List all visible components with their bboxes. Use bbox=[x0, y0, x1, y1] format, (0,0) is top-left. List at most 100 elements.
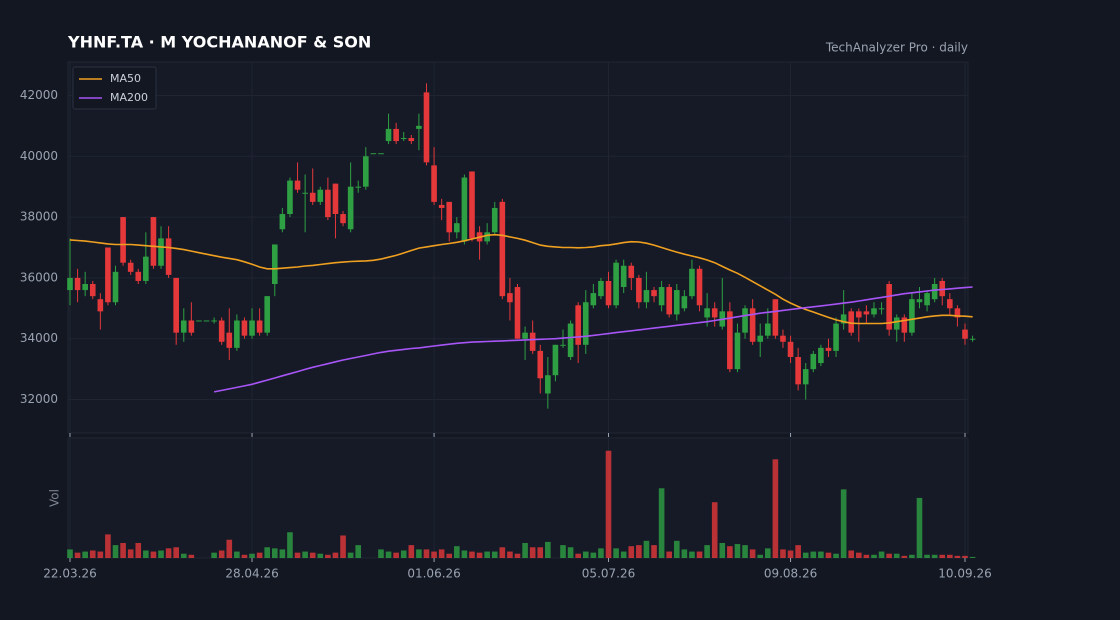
candle-body bbox=[651, 290, 657, 297]
volume-bar bbox=[218, 550, 225, 558]
volume-bar bbox=[241, 554, 248, 558]
candle-body bbox=[658, 287, 665, 306]
volume-bar bbox=[924, 554, 930, 558]
y-tick-label: 40000 bbox=[20, 149, 58, 163]
candle-body bbox=[711, 308, 718, 318]
volume-bar bbox=[165, 548, 172, 558]
candle-body bbox=[939, 280, 946, 297]
candle-body bbox=[363, 156, 369, 187]
volume-bar bbox=[135, 542, 142, 558]
candle-body bbox=[89, 283, 96, 297]
candle-body bbox=[438, 204, 445, 208]
volume-bar bbox=[279, 549, 286, 558]
candle-body bbox=[218, 320, 225, 342]
volume-bar bbox=[97, 551, 104, 558]
volume-bar bbox=[840, 489, 847, 558]
candle-body bbox=[833, 323, 839, 351]
candle-body bbox=[431, 165, 437, 202]
y-tick-label: 32000 bbox=[20, 392, 58, 406]
volume-bar bbox=[74, 552, 81, 558]
volume-bar bbox=[537, 547, 544, 558]
candle-body bbox=[173, 277, 179, 333]
candle-body bbox=[537, 350, 544, 379]
volume-bar bbox=[385, 551, 392, 558]
volume-bar bbox=[605, 450, 612, 558]
volume-bar bbox=[491, 551, 498, 558]
volume-bar bbox=[780, 549, 786, 558]
candle-body bbox=[605, 280, 612, 306]
volume-bar bbox=[514, 553, 521, 558]
volume-bar bbox=[598, 548, 604, 558]
candle-body bbox=[135, 271, 142, 281]
candle-body bbox=[112, 271, 119, 303]
volume-bar bbox=[795, 545, 801, 558]
volume-bar bbox=[120, 542, 126, 558]
candle-body bbox=[757, 335, 764, 342]
volume-bar bbox=[150, 551, 157, 558]
candle-body bbox=[856, 311, 862, 318]
volume-bar bbox=[226, 539, 233, 558]
legend-label: MA200 bbox=[110, 91, 148, 104]
volume-bar bbox=[347, 552, 354, 558]
candle-body bbox=[552, 344, 559, 376]
volume-bar bbox=[522, 542, 528, 558]
volume-bar bbox=[643, 540, 650, 558]
candle-body bbox=[150, 217, 157, 266]
volume-bar bbox=[484, 551, 490, 558]
volume-bar bbox=[802, 552, 809, 558]
candle-body bbox=[143, 256, 149, 281]
x-tick-label: 01.06.26 bbox=[407, 567, 460, 581]
candle-body bbox=[681, 296, 688, 309]
volume-bar bbox=[249, 553, 255, 558]
volume-bar bbox=[529, 547, 536, 558]
volume-bar bbox=[408, 545, 415, 558]
volume-bar bbox=[325, 554, 331, 558]
candle-body bbox=[582, 302, 589, 345]
volume-bar bbox=[636, 545, 642, 558]
candle-body bbox=[355, 186, 362, 188]
candle-body bbox=[931, 283, 938, 300]
candle-body bbox=[454, 223, 460, 233]
volume-bar bbox=[673, 540, 680, 558]
volume-bar bbox=[507, 551, 513, 558]
candle-body bbox=[590, 293, 597, 306]
volume-bar bbox=[264, 547, 271, 558]
volume-bar bbox=[416, 549, 422, 558]
volume-bar bbox=[575, 553, 581, 558]
candle-body bbox=[818, 347, 824, 364]
candle-body bbox=[256, 320, 263, 333]
x-tick-label: 10.09.26 bbox=[938, 567, 991, 581]
candle-body bbox=[393, 128, 399, 142]
candle-body bbox=[127, 262, 134, 272]
y-tick-label: 34000 bbox=[20, 331, 58, 345]
candle-body bbox=[628, 265, 635, 278]
candle-body bbox=[264, 296, 271, 333]
x-tick-label: 28.04.26 bbox=[225, 567, 278, 581]
candle-body bbox=[643, 290, 650, 303]
candle-body bbox=[780, 335, 786, 342]
volume-bar bbox=[878, 551, 885, 558]
candle-body bbox=[810, 353, 817, 370]
volume-bar bbox=[719, 542, 726, 558]
ma-line bbox=[213, 286, 973, 393]
volume-bar bbox=[476, 552, 483, 558]
candle-body bbox=[787, 341, 794, 357]
volume-bar bbox=[704, 545, 710, 558]
candle-body bbox=[340, 214, 346, 224]
candle-body bbox=[620, 265, 627, 288]
candle-body bbox=[916, 299, 923, 303]
candle-body bbox=[636, 277, 642, 303]
candle-body bbox=[840, 314, 847, 324]
volume-bar bbox=[393, 552, 399, 558]
candle-body bbox=[180, 320, 187, 333]
ma-line bbox=[69, 233, 973, 325]
volume-bar bbox=[271, 548, 278, 558]
candle-body bbox=[962, 329, 968, 339]
candle-body bbox=[325, 189, 331, 218]
candle-body bbox=[689, 268, 695, 297]
candle-body bbox=[863, 311, 870, 315]
volume-bar bbox=[67, 549, 73, 558]
x-tick-label: 22.03.26 bbox=[43, 567, 96, 581]
candle-body bbox=[188, 320, 195, 333]
volume-bar bbox=[962, 555, 968, 558]
